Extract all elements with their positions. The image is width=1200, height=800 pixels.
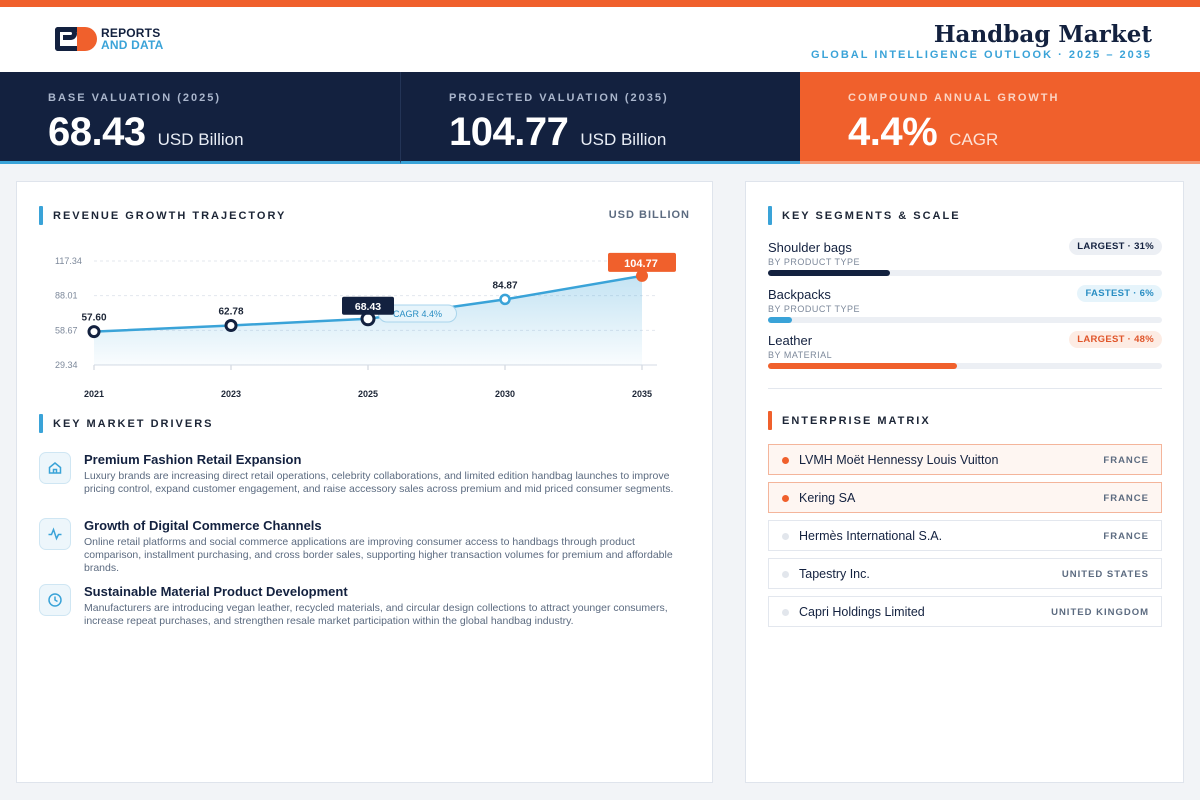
driver-description: Online retail platforms and social comme… bbox=[84, 536, 673, 574]
final-value-badge bbox=[608, 252, 676, 272]
data-point bbox=[636, 269, 648, 282]
segment-bar-fill bbox=[768, 317, 792, 323]
enterprise-row[interactable]: LVMH Moët Hennessy Louis Vuitton FRANCE bbox=[768, 444, 1162, 475]
kpi-label: PROJECTED VALUATION (2035) bbox=[449, 92, 669, 104]
logo-mark-icon bbox=[55, 27, 97, 51]
y-tick-label: 58.67 bbox=[55, 325, 78, 335]
enterprise-country: UNITED KINGDOM bbox=[1051, 607, 1149, 618]
data-point bbox=[87, 325, 101, 339]
enterprise-row[interactable]: Tapestry Inc. UNITED STATES bbox=[768, 558, 1162, 589]
segment-leather: Leather BY MATERIAL LARGEST · 48% bbox=[768, 331, 1162, 373]
page-subtitle: GLOBAL INTELLIGENCE OUTLOOK · 2025 – 203… bbox=[811, 49, 1152, 61]
segment-name: Shoulder bags bbox=[768, 240, 852, 255]
top-accent-bar bbox=[0, 0, 1200, 7]
data-point bbox=[224, 318, 238, 332]
brand-logo[interactable]: REPORTS AND DATA bbox=[55, 27, 163, 51]
kpi-projected-valuation: PROJECTED VALUATION (2035) 104.77 USD Bil… bbox=[400, 72, 800, 164]
kpi-unit: CAGR bbox=[949, 130, 999, 149]
chart-section-title: REVENUE GROWTH TRAJECTORY bbox=[39, 206, 286, 225]
x-tick-label: 2025 bbox=[358, 389, 378, 399]
clock-icon bbox=[39, 584, 71, 616]
segment-category: BY PRODUCT TYPE bbox=[768, 257, 861, 267]
logo-wordmark: REPORTS AND DATA bbox=[101, 27, 163, 51]
kpi-value: 68.43 bbox=[48, 110, 146, 154]
status-dot-icon bbox=[782, 495, 789, 502]
section-divider bbox=[768, 388, 1162, 389]
enterprise-name: Hermès International S.A. bbox=[799, 529, 943, 543]
cagr-annotation-text: CAGR 4.4% bbox=[393, 309, 442, 319]
logo-line-2: AND DATA bbox=[101, 38, 164, 52]
status-dot-icon bbox=[782, 571, 789, 578]
data-label: 57.60 bbox=[81, 313, 106, 324]
segment-badge: FASTEST · 6% bbox=[1077, 285, 1162, 302]
driver-description: Manufacturers are introducing vegan leat… bbox=[84, 602, 668, 627]
data-label: 62.78 bbox=[218, 306, 243, 317]
enterprise-name: LVMH Moët Hennessy Louis Vuitton bbox=[799, 453, 999, 467]
segment-category: BY PRODUCT TYPE bbox=[768, 304, 861, 314]
segment-badge: LARGEST · 48% bbox=[1069, 331, 1162, 348]
enterprise-country: UNITED STATES bbox=[1061, 569, 1149, 580]
kpi-unit: USD Billion bbox=[157, 130, 244, 149]
kpi-label: BASE VALUATION (2025) bbox=[48, 92, 222, 104]
enterprise-country: FRANCE bbox=[1103, 455, 1149, 466]
enterprise-country: FRANCE bbox=[1103, 531, 1149, 542]
status-dot-icon bbox=[782, 457, 789, 464]
data-point bbox=[499, 293, 511, 306]
enterprise-row[interactable]: Capri Holdings Limited UNITED KINGDOM bbox=[768, 596, 1162, 627]
segment-name: Backpacks bbox=[768, 287, 831, 302]
segment-badge: LARGEST · 31% bbox=[1069, 238, 1162, 255]
data-label: 84.87 bbox=[492, 280, 517, 291]
enterprise-section-title: ENTERPRISE MATRIX bbox=[768, 411, 931, 430]
enterprise-row[interactable]: Hermès International S.A. FRANCE bbox=[768, 520, 1162, 551]
segment-shoulder-bags: Shoulder bags BY PRODUCT TYPE LARGEST · … bbox=[768, 238, 1162, 280]
revenue-chart: 117.34 88.01 58.67 29.34 2021 2023 2025 2030 203… bbox=[55, 252, 676, 399]
data-label: 68.43 bbox=[355, 301, 381, 313]
kpi-value: 104.77 bbox=[449, 110, 569, 154]
x-tick-label: 2021 bbox=[84, 389, 104, 399]
enterprise-country: FRANCE bbox=[1103, 493, 1149, 504]
enterprise-name: Capri Holdings Limited bbox=[799, 605, 925, 619]
enterprise-row[interactable]: Kering SA FRANCE bbox=[768, 482, 1162, 513]
enterprise-name: Kering SA bbox=[799, 491, 856, 505]
status-dot-icon bbox=[782, 533, 789, 540]
home-icon bbox=[39, 452, 71, 484]
driver-title: Premium Fashion Retail Expansion bbox=[84, 452, 302, 467]
x-tick-label: 2035 bbox=[632, 389, 652, 399]
segment-name: Leather bbox=[768, 333, 813, 348]
activity-icon bbox=[39, 518, 71, 550]
segment-bar-track bbox=[768, 363, 1162, 369]
y-tick-label: 88.01 bbox=[55, 291, 78, 301]
base-value-badge bbox=[342, 296, 394, 315]
page-header: REPORTS AND DATA Handbag Market GLOBAL I… bbox=[0, 7, 1200, 72]
kpi-base-valuation: BASE VALUATION (2025) 68.43 USD Billion bbox=[0, 72, 400, 164]
segment-category: BY MATERIAL bbox=[768, 350, 833, 360]
kpi-cagr: COMPOUND ANNUAL GROWTH 4.4% CAGR bbox=[800, 72, 1200, 164]
driver-description: Luxury brands are increasing direct reta… bbox=[84, 470, 674, 495]
kpi-label: COMPOUND ANNUAL GROWTH bbox=[848, 92, 1060, 104]
kpi-value: 4.4% bbox=[848, 110, 938, 154]
right-panel: KEY SEGMENTS & SCALE Shoulder bags BY PR… bbox=[745, 181, 1184, 783]
segment-bar-track bbox=[768, 317, 1162, 323]
driver-title: Sustainable Material Product Development bbox=[84, 584, 348, 599]
segment-bar-fill bbox=[768, 363, 958, 369]
driver-title: Growth of Digital Commerce Channels bbox=[84, 518, 322, 533]
kpi-unit: USD Billion bbox=[580, 130, 667, 149]
segments-section-title: KEY SEGMENTS & SCALE bbox=[768, 206, 961, 225]
drivers-section-title: KEY MARKET DRIVERS bbox=[39, 414, 213, 433]
page-title: Handbag Market bbox=[933, 21, 1152, 48]
x-tick-label: 2023 bbox=[221, 389, 241, 399]
enterprise-name: Tapestry Inc. bbox=[799, 567, 870, 581]
segment-bar-track bbox=[768, 270, 1162, 276]
left-panel: REVENUE GROWTH TRAJECTORY USD BILLION 11… bbox=[16, 181, 713, 783]
y-tick-label: 29.34 bbox=[55, 360, 78, 370]
kpi-strip: BASE VALUATION (2025) 68.43 USD Billion P… bbox=[0, 72, 1200, 164]
logo-line-1: REPORTS bbox=[101, 26, 161, 40]
chart-unit-label: USD BILLION bbox=[608, 209, 690, 221]
status-dot-icon bbox=[782, 609, 789, 616]
data-label: 104.77 bbox=[624, 258, 658, 270]
segment-backpacks: Backpacks BY PRODUCT TYPE FASTEST · 6% bbox=[768, 285, 1162, 327]
x-tick-label: 2030 bbox=[495, 389, 515, 399]
segment-bar-fill bbox=[768, 270, 891, 276]
y-tick-label: 117.34 bbox=[55, 256, 82, 266]
